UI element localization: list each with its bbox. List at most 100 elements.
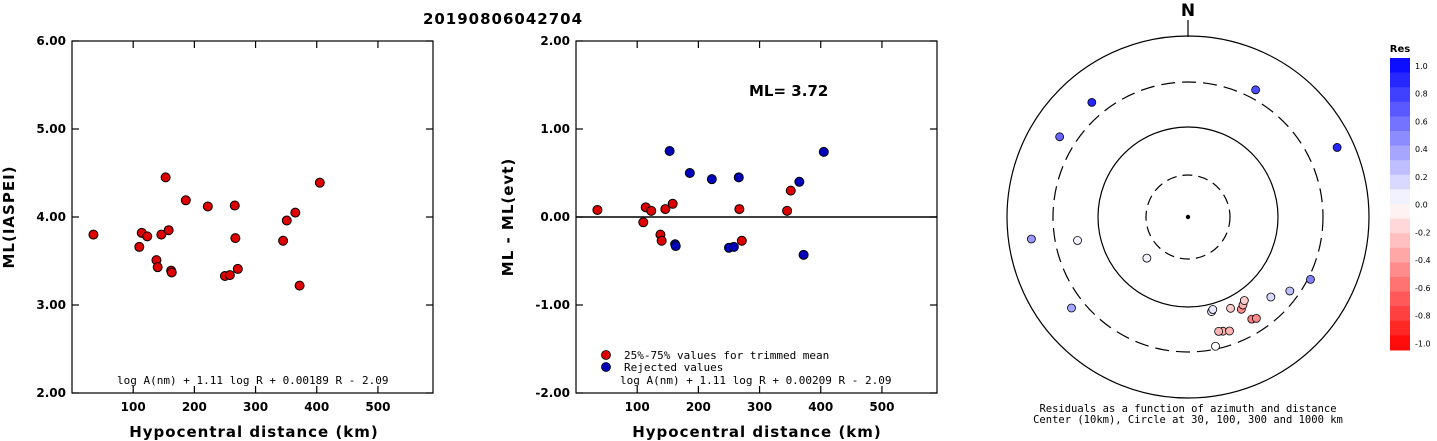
colorbar-tick-label: -0.6 [1415,284,1431,293]
station-point [1266,292,1276,302]
x-tick-label: 500 [869,400,894,414]
station-point [1208,305,1218,314]
colorbar-swatch [1390,72,1410,88]
station-point [1285,286,1295,296]
data-point [794,176,805,187]
colorbar-tick-label: 0.2 [1415,173,1428,182]
y-tick-label: 2.00 [36,386,66,400]
data-point [163,225,174,236]
caption-line-1: Residuals as a function of azimuth and d… [1039,403,1336,415]
data-point [156,229,167,240]
data-points [592,146,829,260]
station-points [1026,85,1342,351]
data-point [314,177,325,188]
colorbar-swatch [1390,145,1410,161]
north-label: N [1181,1,1195,21]
data-point [706,174,717,185]
circle-1000km [1006,35,1370,399]
colorbar-tick-label: 0.8 [1415,90,1428,99]
data-point [670,241,681,252]
colorbar-swatch [1390,335,1410,351]
data-point [166,267,177,278]
y-tick-label: 0.00 [540,210,570,224]
x-tick-label: 300 [747,400,772,414]
x-tick-label: 400 [808,400,833,414]
colorbar-tick-label: 0.0 [1415,201,1428,210]
colorbar-tick-label: 1.0 [1415,62,1428,71]
circle-100km [1097,126,1279,308]
x-axis-label: Hypocentral distance (km) [129,423,379,441]
data-point [782,205,793,216]
colorbar-tick-label: 0.6 [1415,117,1428,126]
data-point [818,146,829,157]
data-point [733,172,744,183]
colorbar-tick-label: -1.0 [1415,339,1431,348]
colorbar-swatch [1390,277,1410,293]
x-axis-label: Hypocentral distance (km) [632,423,882,441]
data-point [736,235,747,246]
data-point [294,280,305,291]
colorbar-swatch [1390,233,1410,249]
colorbar-swatch [1390,262,1410,278]
data-point [142,231,153,242]
colorbar-swatch [1390,189,1410,205]
station-point [1214,326,1224,336]
caption-line-2: Center (10km), Circle at 30, 100, 300 an… [1033,414,1343,426]
data-point [224,270,235,281]
y-tick-label: 1.00 [540,122,570,136]
data-point [785,185,796,196]
colorbar-swatch [1390,116,1410,132]
data-point [734,204,745,215]
station-point [1251,313,1261,323]
x-tick-label: 400 [304,400,329,414]
colorbar-tick-label: -0.4 [1415,256,1431,265]
colorbar-swatch [1390,58,1410,74]
data-point [88,229,99,240]
y-tick-label: 2.00 [540,34,570,48]
axis-ticks: 2.00 3.00 4.00 5.00 6.00 100 200 300 400 500 [36,34,433,414]
data-point [229,200,240,211]
legend-label-rejected: Rejected values [624,361,723,374]
data-point [230,233,241,244]
station-point [1332,143,1342,152]
station-point [1087,97,1097,107]
data-point [290,207,301,218]
x-tick-label: 500 [365,400,390,414]
legend-marker-trimmed [601,350,611,360]
data-point [646,205,657,216]
station-point [1226,303,1235,313]
y-tick-label: -2.00 [535,386,570,400]
x-tick-label: 200 [182,400,207,414]
data-point [664,146,675,156]
y-tick-label: 6.00 [36,34,66,48]
data-point [281,215,292,226]
data-point [656,235,667,246]
station-point [1073,236,1082,245]
colorbar-tick-label: 0.4 [1415,145,1428,154]
colorbar-swatch [1390,131,1410,147]
residual-vs-distance-chart: -2.00 -1.00 0.00 1.00 2.00 100 200 300 400 500 ML… [499,34,938,441]
colorbar-tick-label: -0.2 [1415,228,1431,237]
data-point [684,168,695,178]
station-point [1067,303,1076,313]
y-axis-label: ML(IASPEI) [0,165,18,268]
formula-text: log A(nm) + 1.11 log R + 0.00209 R - 2.0… [620,374,892,387]
x-tick-label: 100 [625,400,650,414]
colorbar: Res 1.0 0.8 0.6 0.4 0.2 0.0 -0.2 -0.4 -0.6 -0.8 -1… [1390,44,1431,351]
colorbar-title: Res [1390,44,1410,55]
data-point [728,241,739,252]
data-point [660,204,671,215]
station-point [1306,275,1315,284]
y-axis-label: ML - ML(evt) [499,158,517,276]
x-tick-label: 200 [686,400,711,414]
data-point [667,198,678,209]
event-id-title: 20190806042704 [423,10,583,28]
data-point [798,249,809,260]
colorbar-swatches: 1.0 0.8 0.6 0.4 0.2 0.0 -0.2 -0.4 -0.6 -0.8 -1.0 [1390,58,1431,351]
center-point [1185,214,1191,220]
data-points [88,172,325,291]
colorbar-swatch [1390,306,1410,322]
data-point [592,204,603,215]
colorbar-swatch [1390,174,1410,190]
